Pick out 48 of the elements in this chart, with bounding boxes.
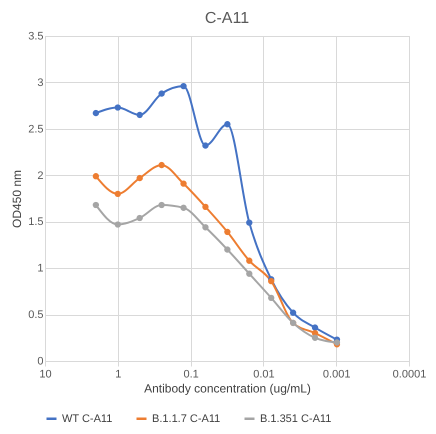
- point: [246, 258, 252, 264]
- point: [202, 224, 209, 230]
- x-tick-label: 0.1: [183, 368, 199, 380]
- legend-label: WT C-A11: [62, 412, 112, 425]
- point: [158, 202, 165, 208]
- point: [92, 110, 100, 116]
- x-axis-title: Antibody concentration (ug/mL): [144, 382, 311, 396]
- legend-label: B.1.351 C-A11: [260, 412, 332, 425]
- point: [202, 204, 209, 210]
- x-tick-label: 0.01: [253, 368, 275, 380]
- point: [180, 82, 187, 90]
- x-tick-label: 10: [39, 368, 52, 380]
- point: [136, 214, 143, 222]
- legend-label: B.1.1.7 C-A11: [152, 412, 220, 425]
- point: [114, 190, 121, 198]
- point: [224, 228, 231, 236]
- point: [180, 204, 187, 211]
- point: [180, 180, 187, 187]
- y-axis-title: OD450 nm: [10, 170, 24, 228]
- point: [202, 142, 209, 149]
- y-tick-label: 2: [37, 170, 44, 182]
- y-tick-label: 1: [37, 262, 44, 275]
- point: [224, 121, 231, 128]
- point: [92, 173, 100, 180]
- y-tick-label: 2.5: [28, 123, 44, 136]
- y-tick-label: 1.5: [28, 216, 44, 228]
- x-tick-label: 1: [115, 368, 122, 380]
- y-tick-label: 3: [37, 76, 44, 89]
- point: [246, 219, 252, 226]
- point: [114, 221, 121, 228]
- point: [312, 324, 318, 331]
- point: [114, 104, 121, 111]
- y-tick-label: 0: [37, 356, 44, 368]
- y-tick-label: 0.5: [28, 309, 44, 322]
- y-tick-label: 3.5: [28, 30, 44, 42]
- x-tick-label: 0.0001: [392, 368, 426, 380]
- point: [136, 112, 143, 118]
- point: [290, 310, 296, 316]
- point: [312, 334, 318, 341]
- point: [268, 294, 274, 302]
- point: [92, 202, 100, 208]
- point: [158, 90, 165, 97]
- point: [224, 246, 231, 253]
- x-tick-label: 0.001: [322, 368, 350, 380]
- point: [158, 162, 165, 168]
- point: [246, 270, 252, 277]
- point: [136, 174, 143, 182]
- chart-title: C-A11: [204, 10, 250, 27]
